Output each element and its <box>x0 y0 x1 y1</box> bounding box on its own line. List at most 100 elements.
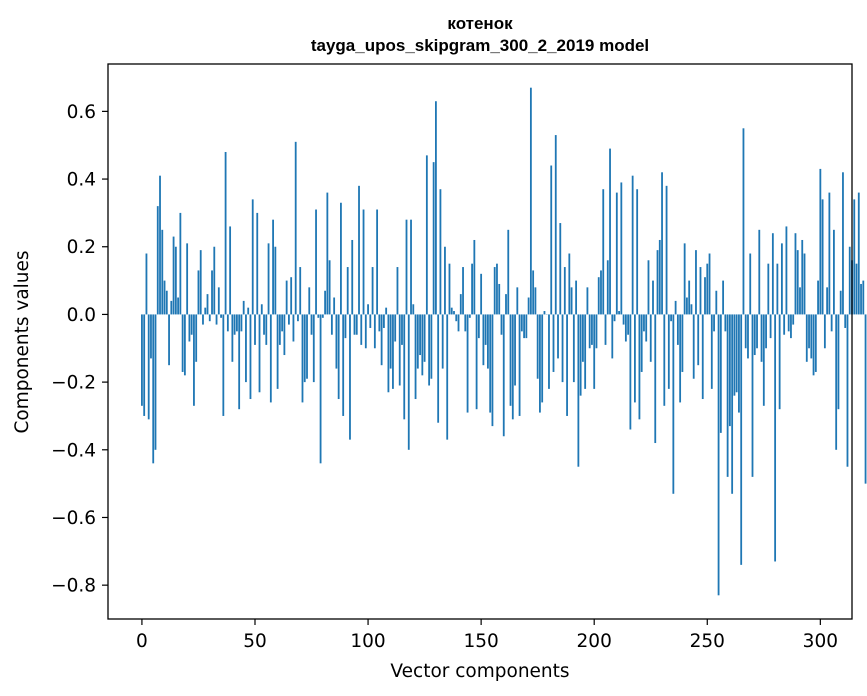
bar <box>247 307 250 315</box>
bar <box>480 273 483 315</box>
bar <box>202 314 204 325</box>
bar <box>288 314 290 325</box>
bar <box>172 236 175 315</box>
bar <box>251 199 254 315</box>
bar <box>801 239 804 315</box>
bar <box>516 287 519 315</box>
bar <box>489 314 492 413</box>
bar <box>416 314 419 369</box>
bar <box>455 314 458 322</box>
y-tick-label: −0.4 <box>51 440 96 461</box>
bar <box>860 283 862 315</box>
x-axis-ticks: 0 50 100 150 200 250 300 <box>136 619 838 652</box>
bar <box>342 314 345 416</box>
y-tick-label: 0.6 <box>67 102 96 123</box>
bar <box>491 314 494 427</box>
bar <box>260 304 263 315</box>
bar <box>595 314 598 349</box>
bar <box>242 300 245 315</box>
bar <box>425 155 428 315</box>
bar <box>541 314 544 403</box>
bar <box>502 314 505 437</box>
bar <box>688 280 691 315</box>
bar <box>229 226 232 315</box>
bar <box>613 314 616 322</box>
bar <box>364 314 367 349</box>
bar <box>147 314 150 420</box>
x-tick-label: 0 <box>136 631 148 652</box>
bar <box>471 263 473 315</box>
bar <box>864 314 867 484</box>
bar <box>846 314 849 467</box>
bar <box>647 260 650 315</box>
bar <box>640 314 643 372</box>
bar <box>742 128 745 315</box>
bar <box>249 314 252 400</box>
bar <box>396 267 399 315</box>
bar <box>799 287 801 315</box>
bar <box>758 229 761 315</box>
bar <box>236 314 238 332</box>
bar <box>620 182 623 315</box>
bar <box>523 314 525 339</box>
bar <box>382 314 385 328</box>
bar <box>505 294 507 315</box>
bar <box>197 270 200 315</box>
bar <box>704 277 706 315</box>
bar <box>437 314 440 423</box>
bar <box>756 314 758 349</box>
bar <box>269 314 272 403</box>
bar <box>509 314 512 406</box>
bar <box>848 246 851 315</box>
bar <box>457 314 460 332</box>
bar <box>609 148 611 315</box>
bar <box>778 314 781 410</box>
bar <box>412 304 415 315</box>
bar <box>604 314 607 345</box>
bar <box>292 314 295 342</box>
bar <box>652 280 654 315</box>
bar <box>477 314 480 339</box>
y-tick-label: −0.8 <box>51 576 96 597</box>
bar <box>654 314 657 444</box>
bar <box>344 314 347 339</box>
bar <box>432 162 435 315</box>
bar <box>371 267 374 315</box>
bar <box>776 263 779 315</box>
bar <box>518 314 521 416</box>
bar <box>790 314 792 339</box>
bar <box>183 314 186 376</box>
bar <box>823 314 826 349</box>
bar <box>430 314 433 379</box>
bar <box>665 185 668 315</box>
bar <box>349 314 351 440</box>
bar <box>835 314 838 450</box>
bar <box>367 304 369 315</box>
bar <box>265 314 268 345</box>
bar <box>629 314 632 430</box>
bar <box>557 314 559 359</box>
bar <box>159 175 161 315</box>
bar <box>726 314 729 477</box>
bar <box>179 212 182 315</box>
bar <box>559 223 562 315</box>
bar <box>663 314 666 406</box>
bar <box>539 314 541 413</box>
bar <box>297 314 299 322</box>
bar <box>294 141 297 315</box>
x-tick-label: 50 <box>243 631 267 652</box>
bar <box>679 314 682 403</box>
bar <box>301 314 304 403</box>
bar <box>453 311 455 315</box>
bar <box>683 243 686 315</box>
y-tick-label: −0.2 <box>51 373 96 394</box>
bar <box>643 314 645 332</box>
bar <box>744 314 747 349</box>
bar <box>833 229 835 315</box>
bar <box>217 287 220 315</box>
bar <box>278 314 281 345</box>
bar <box>220 314 222 318</box>
bar <box>532 270 535 315</box>
bar <box>380 314 383 366</box>
bar <box>346 267 349 315</box>
